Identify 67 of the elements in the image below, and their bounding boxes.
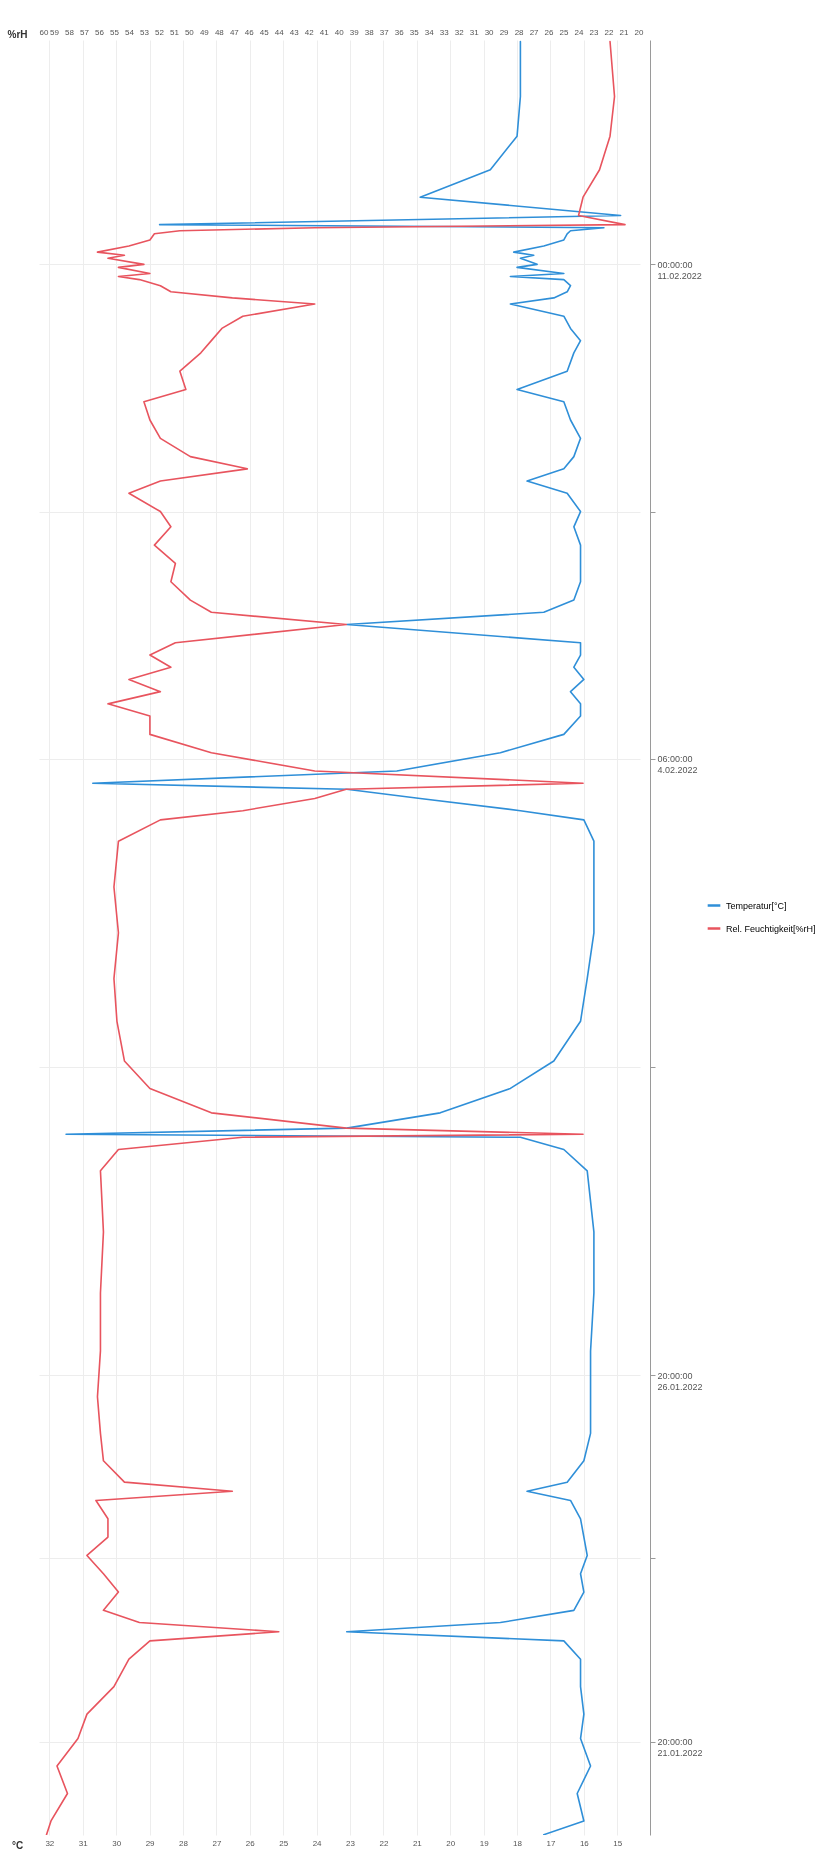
x2-tick-label: 44 <box>274 27 285 37</box>
y-tick-label: 20:00:00 21.01.2022 <box>657 1737 703 1759</box>
y-tick-label: 00:00:00 11.02.2022 <box>657 259 702 281</box>
x-tick-label: 32 <box>45 1838 55 1848</box>
x-tick-label: 18 <box>513 1838 523 1848</box>
x2-tick-label: 43 <box>289 27 300 37</box>
x2-tick-label: 53 <box>139 27 150 37</box>
x-tick-label: 23 <box>346 1838 356 1848</box>
x2-tick-label: 40 <box>334 27 345 37</box>
x2-tick-label: 22 <box>604 27 615 37</box>
x2-tick-label: 47 <box>229 27 240 37</box>
x2-tick-label: 39 <box>349 27 360 37</box>
x-tick-label: 28 <box>179 1838 189 1848</box>
x-tick-label: 21 <box>412 1838 423 1848</box>
x2-tick-label: 29 <box>499 27 510 37</box>
x2-tick-label: 31 <box>469 27 480 37</box>
x2-tick-label: 38 <box>364 27 375 37</box>
legend-label: Rel. Feuchtigkeit[%rH] <box>726 923 816 934</box>
x2-tick-label: 37 <box>379 27 390 37</box>
x-tick-label: 31 <box>78 1838 89 1848</box>
x2-tick-label: 58 <box>65 27 75 37</box>
x2-tick-label: 25 <box>559 27 570 37</box>
x2-tick-label: 52 <box>154 27 165 37</box>
y-tick-label: 20:00:00 26.01.2022 <box>657 1370 703 1392</box>
x2-tick-label: 32 <box>454 27 465 37</box>
x2-tick-label: 48 <box>214 27 225 37</box>
x2-tick-label: 28 <box>514 27 525 37</box>
x2-axis-title: %rH <box>7 28 28 40</box>
x2-tick-label: 35 <box>409 27 420 37</box>
x-tick-label: 27 <box>212 1838 222 1848</box>
x-tick-label: 30 <box>112 1838 122 1848</box>
x2-tick-label: 50 <box>184 27 195 37</box>
x2-tick-label: 57 <box>80 27 90 37</box>
x2-tick-label: 45 <box>259 27 270 37</box>
x-tick-label: 26 <box>245 1838 256 1848</box>
x2-tick-label: 20 <box>634 27 644 37</box>
x2-tick-label: 49 <box>199 27 210 37</box>
x2-tick-label: 27 <box>529 27 540 37</box>
x2-tick-label: 54 <box>124 27 135 37</box>
x-axis-title: °C <box>11 1839 24 1851</box>
y-tick-label: 06:00:00 4.02.2022 <box>657 754 698 776</box>
x-tick-label: 16 <box>579 1838 590 1848</box>
x-tick-label: 24 <box>312 1838 323 1848</box>
x2-tick-label: 56 <box>95 27 105 37</box>
x2-tick-label: 23 <box>589 27 600 37</box>
x-tick-label: 20 <box>446 1838 456 1848</box>
x-tick-label: 19 <box>479 1838 490 1848</box>
x-tick-label: 25 <box>279 1838 289 1848</box>
x2-tick-label: 55 <box>109 27 120 37</box>
x2-tick-label: 42 <box>304 27 315 37</box>
x2-tick-label: 51 <box>169 27 180 37</box>
x2-tick-label: 24 <box>574 27 585 37</box>
x2-tick-label: 46 <box>244 27 255 37</box>
x2-tick-label: 21 <box>619 27 630 37</box>
x-tick-label: 17 <box>546 1838 556 1848</box>
x2-tick-label: 33 <box>439 27 450 37</box>
x-tick-label: 29 <box>145 1838 156 1848</box>
x-tick-label: 22 <box>379 1838 389 1848</box>
x2-tick-label: 41 <box>319 27 330 37</box>
x2-tick-label: 60 <box>39 27 49 37</box>
legend-label: Temperatur[°C] <box>726 900 787 911</box>
x2-tick-label: 30 <box>484 27 495 37</box>
x-tick-label: 15 <box>613 1838 623 1848</box>
x2-tick-label: 36 <box>394 27 405 37</box>
x2-tick-label: 34 <box>424 27 435 37</box>
x2-tick-label: 59 <box>50 27 60 37</box>
x2-tick-label: 26 <box>544 27 555 37</box>
